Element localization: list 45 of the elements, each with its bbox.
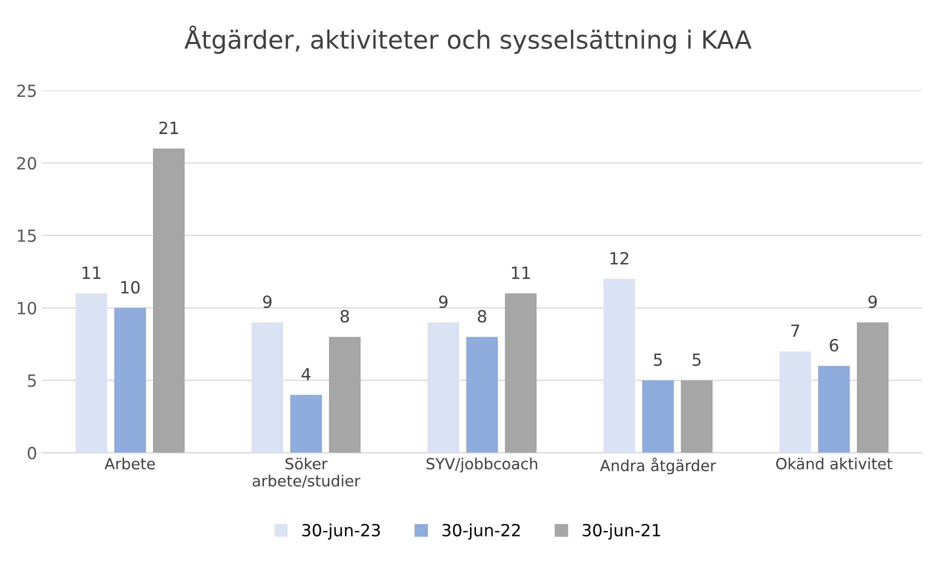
bar (152, 148, 185, 453)
bar (76, 293, 108, 453)
data-label: 12 (610, 252, 628, 264)
x-tick-label: Söker arbete/studier (252, 458, 360, 488)
legend-label: 30-jun-21 (582, 524, 660, 540)
data-label: 9 (263, 295, 272, 308)
bar (427, 322, 460, 453)
data-label: 9 (868, 295, 877, 308)
y-tick-label: 20 (17, 156, 36, 170)
bar (818, 366, 850, 453)
legend-label: 30-jun-22 (442, 524, 520, 540)
bar (114, 308, 146, 453)
legend-label: 30-jun-23 (302, 524, 380, 540)
data-label: 11 (82, 266, 100, 279)
data-label: 5 (654, 354, 662, 366)
data-label: 9 (439, 295, 448, 308)
y-tick-label: 25 (17, 84, 36, 98)
x-tick-label: Okänd aktivitet (776, 458, 892, 470)
data-label: 10 (121, 280, 140, 294)
x-tick-label: Andra åtgärder (600, 458, 716, 474)
data-label: 11 (512, 266, 530, 279)
y-tick-label: 0 (28, 446, 36, 460)
bar (504, 293, 537, 453)
bar (856, 322, 889, 453)
bar (642, 380, 674, 453)
y-tick-label: 10 (18, 302, 36, 314)
bar (680, 380, 713, 453)
y-tick-label: 15 (18, 230, 36, 242)
data-label: 8 (478, 310, 486, 323)
data-label: 8 (340, 310, 349, 323)
y-tick-label: 5 (28, 374, 36, 387)
data-label: 21 (159, 122, 178, 134)
data-label: 5 (692, 354, 701, 366)
x-tick-label: SYV/jobbcoach (426, 458, 538, 472)
data-label: 7 (791, 324, 800, 337)
chart-title: Åtgärder, aktiviteter och sysselsättning i KAA (184, 25, 752, 54)
x-tick-label: Arbete (104, 458, 155, 470)
bar (290, 394, 322, 453)
bar (252, 322, 284, 453)
bar (603, 278, 636, 453)
data-label: 6 (830, 338, 838, 352)
bar (466, 336, 498, 453)
bar (328, 336, 361, 453)
bar (779, 351, 812, 453)
data-label: 4 (302, 368, 310, 380)
